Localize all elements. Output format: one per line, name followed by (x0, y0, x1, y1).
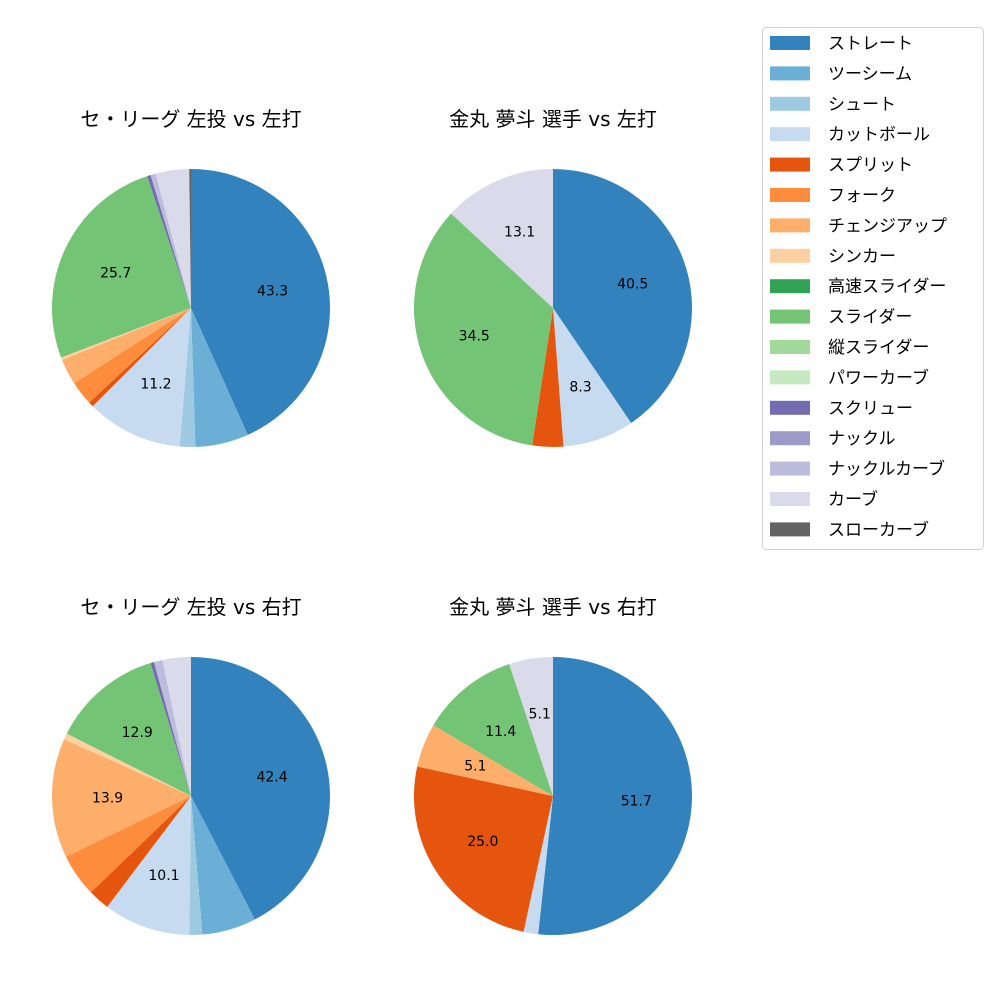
legend-swatch (770, 461, 810, 476)
legend-swatch (770, 400, 810, 415)
legend-label: スライダー (828, 308, 912, 328)
slice-label: 25.7 (100, 265, 131, 281)
legend-label: チェンジアップ (828, 216, 947, 236)
pie-title: 金丸 夢斗 選手 vs 右打 (449, 595, 657, 619)
pie-slice-ナックルカーブ (153, 659, 191, 796)
legend-label: カットボール (828, 125, 930, 145)
pie-slice-ツーシーム (191, 308, 248, 447)
legend-swatch (770, 96, 810, 111)
slice-label: 5.1 (529, 707, 551, 723)
pie-slice-ストレート (538, 657, 692, 935)
legend-label: ナックル (828, 429, 896, 449)
pie-slice-チェンジアップ (62, 308, 191, 384)
legend-swatch (770, 248, 810, 263)
pie-slice-カットボール (553, 308, 632, 447)
pie-slice-ナックルカーブ (150, 173, 191, 308)
pie-slice-スプリット (90, 796, 191, 907)
slice-label: 8.3 (569, 380, 591, 396)
slice-label: 51.7 (621, 793, 652, 809)
pie-slice-スローカーブ (189, 169, 191, 308)
pie-slice-シンカー (64, 733, 191, 796)
pie-slice-ツーシーム (191, 796, 255, 935)
pie-slice-チェンジアップ (417, 725, 553, 796)
legend-swatch (770, 309, 810, 324)
legend-label: ナックルカーブ (828, 459, 945, 480)
pie-slice-ストレート (191, 657, 331, 920)
pie-slice-ストレート (553, 169, 692, 423)
pie-slice-カットボール (523, 796, 553, 935)
legend-swatch (770, 370, 810, 385)
pie-slice-カーブ (155, 169, 191, 308)
pie-2: 金丸 夢斗 選手 vs 左打 40.5 8.3 34.5 13.1 (414, 107, 692, 447)
pie-slice-スライダー (66, 663, 191, 796)
legend-label: 高速スライダー (828, 277, 946, 297)
slice-label: 12.9 (122, 725, 153, 741)
legend-label: ストレート (828, 34, 913, 54)
pie-slice-チェンジアップ (52, 739, 191, 857)
legend-swatch (770, 340, 810, 354)
legend-swatch (770, 36, 810, 50)
slice-label: 43.3 (257, 284, 288, 300)
legend-label: ツーシーム (828, 64, 912, 84)
legend-swatch (770, 127, 810, 142)
legend-label: スローカーブ (828, 519, 929, 540)
pie-title: セ・リーグ 左投 vs 右打 (80, 595, 301, 619)
legend: ストレートツーシームシュートカットボールスプリットフォークチェンジアップシンカー… (762, 27, 984, 550)
pie-slice-フォーク (65, 796, 191, 893)
slice-label: 42.4 (256, 769, 287, 785)
slice-label: 11.4 (485, 724, 516, 740)
legend-frame (762, 27, 984, 550)
pie-slice-スプリット (89, 308, 191, 407)
slice-label: 11.2 (140, 377, 171, 393)
legend-label: シンカー (828, 247, 896, 267)
pie-slice-シュート (189, 796, 203, 935)
legend-swatch (770, 279, 810, 294)
slice-label: 5.1 (464, 759, 486, 775)
legend-label: 縦スライダー (828, 338, 929, 358)
pie-slice-スライダー (414, 213, 553, 446)
pie-slice-カットボール (107, 796, 191, 935)
slice-label: 25.0 (467, 834, 498, 850)
pie-slice-シュート (179, 308, 196, 448)
legend-swatch (770, 218, 810, 233)
legend-swatch (770, 66, 810, 81)
legend-swatch (770, 522, 810, 537)
legend-label: スプリット (828, 156, 913, 176)
pie-slice-スクリュー (150, 662, 191, 796)
pie-title: セ・リーグ 左投 vs 左打 (80, 107, 301, 131)
pie-slice-カーブ (451, 169, 553, 308)
slice-label: 34.5 (459, 329, 490, 345)
legend-label: パワーカーブ (828, 367, 929, 388)
pie-title: 金丸 夢斗 選手 vs 左打 (449, 107, 657, 131)
pie-slice-カットボール (92, 308, 191, 447)
pie-4: 金丸 夢斗 選手 vs 右打 51.7 25.0 5.1 11.4 5.1 (414, 595, 692, 935)
legend-swatch (770, 431, 810, 446)
pie-3: セ・リーグ 左投 vs 右打 42.4 10.1 13.9 12.9 (52, 595, 331, 935)
slice-label: 13.1 (504, 225, 535, 241)
pie-slice-ストレート (191, 169, 331, 435)
pie-slice-カーブ (162, 657, 191, 796)
legend-label: スクリュー (828, 399, 913, 419)
slice-label: 13.9 (92, 790, 123, 806)
legend-label: カーブ (828, 489, 878, 510)
pie-1: セ・リーグ 左投 vs 左打 43.3 11.2 25.7 (51, 107, 331, 448)
pie-slice-フォーク (74, 308, 191, 403)
pie-slice-シンカー (61, 308, 191, 360)
legend-swatch (770, 188, 810, 202)
pie-slice-スクリュー (147, 175, 191, 308)
pie-slice-カーブ (509, 657, 553, 796)
slice-label: 10.1 (148, 868, 179, 884)
pie-slice-スライダー (433, 664, 553, 796)
legend-label: フォーク (828, 186, 896, 206)
pie-slice-スライダー (51, 176, 191, 358)
pie-slice-スプリット (414, 766, 553, 932)
pie-slice-スプリット (532, 308, 564, 447)
legend-label: シュート (828, 95, 896, 115)
slice-label: 40.5 (617, 276, 648, 292)
legend-swatch (770, 157, 810, 172)
legend-swatch (770, 492, 810, 506)
